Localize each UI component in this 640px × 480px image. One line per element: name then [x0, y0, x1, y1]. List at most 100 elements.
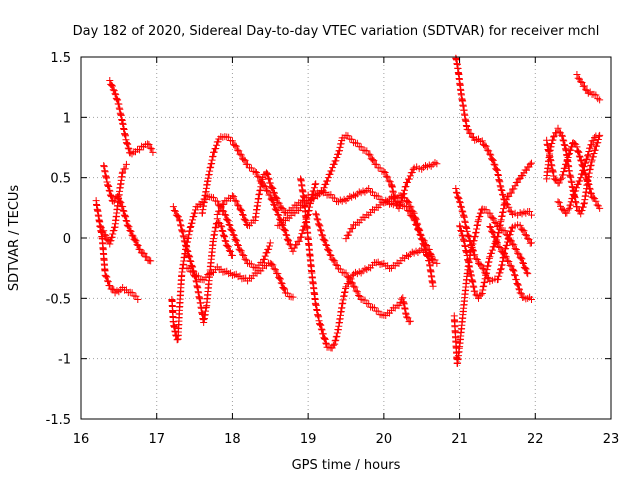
- data-point: [122, 139, 130, 147]
- data-point: [219, 227, 227, 235]
- data-point: [457, 202, 465, 210]
- data-point: [213, 141, 221, 149]
- data-point: [311, 181, 319, 189]
- x-tick-label: 19: [300, 432, 317, 447]
- data-point: [295, 237, 303, 245]
- data-point: [516, 221, 524, 229]
- data-point: [457, 227, 465, 235]
- data-point: [265, 242, 273, 250]
- data-point: [583, 176, 591, 184]
- axis-ticks: 16 17 18 19 20 21 22 23 -1.5 -1 -0.5 0 0.5 1 1.5: [46, 51, 620, 447]
- data-point: [514, 249, 522, 257]
- data-point: [124, 140, 132, 148]
- data-point: [326, 170, 334, 178]
- data-point: [507, 189, 515, 197]
- data-point: [452, 185, 460, 193]
- data-point: [381, 168, 389, 176]
- data-point: [509, 265, 517, 273]
- data-point: [488, 155, 496, 163]
- data-point: [317, 227, 325, 235]
- data-point: [272, 194, 280, 202]
- data-point: [586, 144, 594, 152]
- data-point: [226, 247, 234, 255]
- data-point: [384, 173, 392, 181]
- data-point: [456, 222, 464, 230]
- data-point: [126, 149, 134, 157]
- data-point: [241, 255, 249, 263]
- data-point: [280, 284, 288, 292]
- data-point: [261, 252, 269, 260]
- data-point: [582, 171, 590, 179]
- data-point: [274, 210, 282, 218]
- data-point: [126, 227, 134, 235]
- chart-title: Day 182 of 2020, Sidereal Day-to-day VTE…: [73, 24, 600, 39]
- data-point: [104, 181, 111, 189]
- data-point: [281, 227, 289, 235]
- data-point: [491, 219, 499, 227]
- data-point: [128, 231, 136, 239]
- data-point: [468, 243, 476, 251]
- data-point: [488, 227, 496, 235]
- data-point: [584, 152, 592, 160]
- data-point: [415, 225, 423, 233]
- data-point: [225, 221, 233, 229]
- data-point: [242, 256, 250, 264]
- data-point: [234, 241, 242, 249]
- data-point: [572, 187, 580, 195]
- data-point: [108, 81, 116, 89]
- data-point: [134, 296, 142, 304]
- data-point: [239, 210, 247, 218]
- data-point: [273, 195, 281, 203]
- data-point: [336, 143, 344, 151]
- data-point: [132, 237, 140, 245]
- data-point: [577, 210, 585, 218]
- data-point: [223, 216, 231, 224]
- data-point: [521, 231, 529, 239]
- data-point: [577, 156, 585, 164]
- data-point: [428, 256, 436, 264]
- data-point: [122, 217, 130, 224]
- data-point: [319, 235, 327, 243]
- series-sat-f: [169, 203, 236, 326]
- data-point: [488, 156, 496, 164]
- data-point: [266, 239, 274, 247]
- data-point: [490, 215, 498, 223]
- data-point: [265, 175, 273, 183]
- data-point: [228, 227, 236, 235]
- data-point: [558, 174, 566, 182]
- data-point: [514, 280, 522, 288]
- data-point: [493, 238, 501, 246]
- data-point: [573, 71, 581, 78]
- x-tick-label: 20: [376, 432, 393, 447]
- data-point: [507, 262, 515, 270]
- data-point: [274, 198, 282, 206]
- data-point: [184, 251, 192, 259]
- data-point: [492, 219, 500, 227]
- data-point: [333, 332, 341, 340]
- data-point: [105, 183, 113, 191]
- data-point: [500, 249, 508, 257]
- data-point: [382, 172, 390, 180]
- data-point: [457, 203, 465, 211]
- data-point: [526, 207, 534, 215]
- data-point: [587, 190, 595, 198]
- data-point: [570, 190, 578, 198]
- data-point: [528, 239, 535, 247]
- data-point: [580, 163, 588, 171]
- series-sat-v: [573, 71, 604, 104]
- data-point: [579, 203, 587, 211]
- data-point: [417, 231, 425, 239]
- data-point: [237, 247, 245, 255]
- data-point: [563, 157, 571, 165]
- data-point: [517, 254, 525, 262]
- data-point: [559, 136, 567, 144]
- data-point: [405, 198, 413, 206]
- data-point: [221, 233, 229, 241]
- series-sat-c: [100, 162, 155, 265]
- data-point: [488, 214, 496, 222]
- data-point: [322, 339, 330, 347]
- data-point: [101, 231, 109, 239]
- data-point: [528, 211, 535, 219]
- data-point: [96, 223, 104, 231]
- data-point: [510, 271, 518, 279]
